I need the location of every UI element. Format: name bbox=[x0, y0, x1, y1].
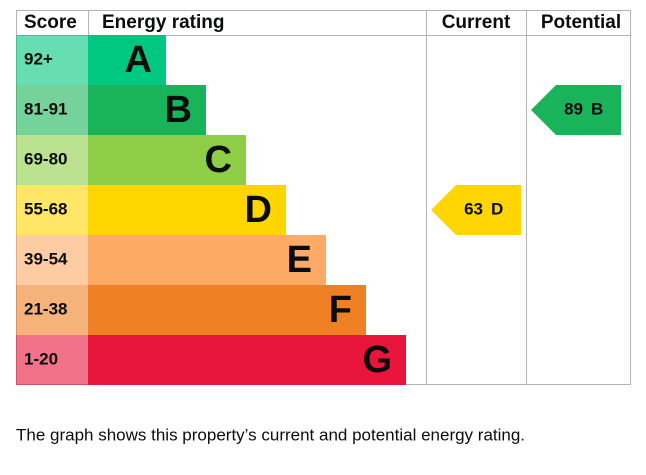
header: Score bbox=[24, 12, 77, 33]
score-label: 69-80 bbox=[24, 149, 67, 168]
current-arrow bbox=[431, 185, 521, 235]
band-letter: B bbox=[165, 89, 192, 131]
band-bar bbox=[88, 85, 206, 135]
potential-arrow bbox=[531, 85, 621, 135]
band-letter: A bbox=[125, 39, 152, 81]
current-value: 63 bbox=[464, 199, 483, 218]
score-cell bbox=[16, 335, 88, 385]
band-bar bbox=[88, 335, 406, 385]
band-bar bbox=[88, 235, 326, 285]
band-bar bbox=[88, 185, 286, 235]
score-label: 55-68 bbox=[24, 199, 67, 218]
header: Energy rating bbox=[102, 12, 224, 33]
band-bar bbox=[88, 285, 366, 335]
band-letter: F bbox=[329, 289, 352, 331]
score-cell bbox=[16, 285, 88, 335]
band-bar bbox=[88, 135, 246, 185]
band-letter: E bbox=[287, 239, 312, 281]
score-cell bbox=[16, 185, 88, 235]
potential-value: 89 bbox=[564, 99, 583, 118]
score-label: 81-91 bbox=[24, 99, 67, 118]
score-label: 92+ bbox=[24, 49, 53, 68]
score-cell bbox=[16, 235, 88, 285]
caption: The graph shows this property’s current … bbox=[16, 425, 525, 444]
score-label: 39-54 bbox=[24, 249, 68, 268]
score-cell bbox=[16, 35, 88, 85]
score-label: 1-20 bbox=[24, 349, 58, 368]
current-letter: D bbox=[491, 199, 503, 218]
band-letter: C bbox=[205, 139, 232, 181]
score-label: 21-38 bbox=[24, 299, 67, 318]
header: Current bbox=[442, 12, 511, 33]
score-cell bbox=[16, 85, 88, 135]
potential-letter: B bbox=[591, 99, 603, 118]
band-letter: G bbox=[362, 339, 392, 381]
header: Potential bbox=[541, 12, 621, 33]
score-cell bbox=[16, 135, 88, 185]
band-letter: D bbox=[245, 189, 272, 231]
band-bar bbox=[88, 35, 166, 85]
